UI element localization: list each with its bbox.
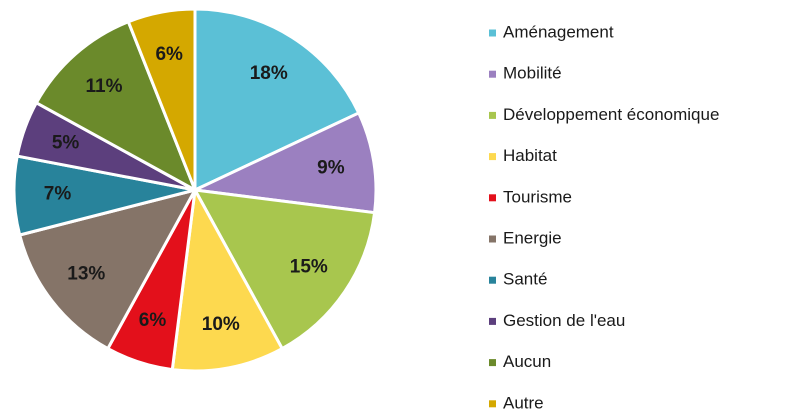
pie-slice — [170, 185, 285, 373]
legend-label: Gestion de l'eau — [503, 311, 625, 330]
data-label: 6% — [139, 310, 167, 331]
pie-slice — [34, 19, 198, 194]
legend-swatch — [489, 194, 496, 202]
pie-slice — [193, 7, 361, 193]
pie-slice — [126, 7, 197, 191]
legend-label: Aménagement — [503, 22, 614, 41]
data-label: 9% — [317, 157, 345, 178]
pie-slice — [189, 110, 378, 215]
legend-label: Habitat — [503, 146, 557, 165]
legend-swatch — [489, 70, 496, 78]
legend-label: Autre — [503, 393, 544, 412]
data-label: 13% — [67, 263, 105, 284]
legend-label: Développement économique — [503, 105, 719, 124]
data-label: 6% — [155, 44, 183, 65]
legend-swatch — [489, 317, 496, 325]
legend-swatch — [489, 400, 496, 408]
pie-slice — [192, 188, 377, 351]
legend-label: Santé — [503, 270, 547, 289]
legend-swatch — [489, 29, 496, 37]
legend-label: Mobilité — [503, 64, 562, 83]
data-label: 7% — [44, 183, 72, 204]
data-label: 5% — [52, 132, 80, 153]
legend-label: Energie — [503, 228, 562, 247]
data-label: 15% — [290, 256, 328, 277]
pie-slice — [17, 187, 198, 351]
legend-swatch — [489, 276, 496, 284]
legend-label: Aucun — [503, 352, 551, 371]
legend-swatch — [489, 359, 496, 367]
data-label: 18% — [250, 63, 288, 84]
data-label: 10% — [202, 314, 240, 335]
legend-swatch — [489, 111, 496, 119]
data-label: 11% — [86, 76, 123, 97]
legend-label: Tourisme — [503, 187, 572, 206]
legend-swatch — [489, 153, 496, 161]
legend-swatch — [489, 235, 496, 243]
